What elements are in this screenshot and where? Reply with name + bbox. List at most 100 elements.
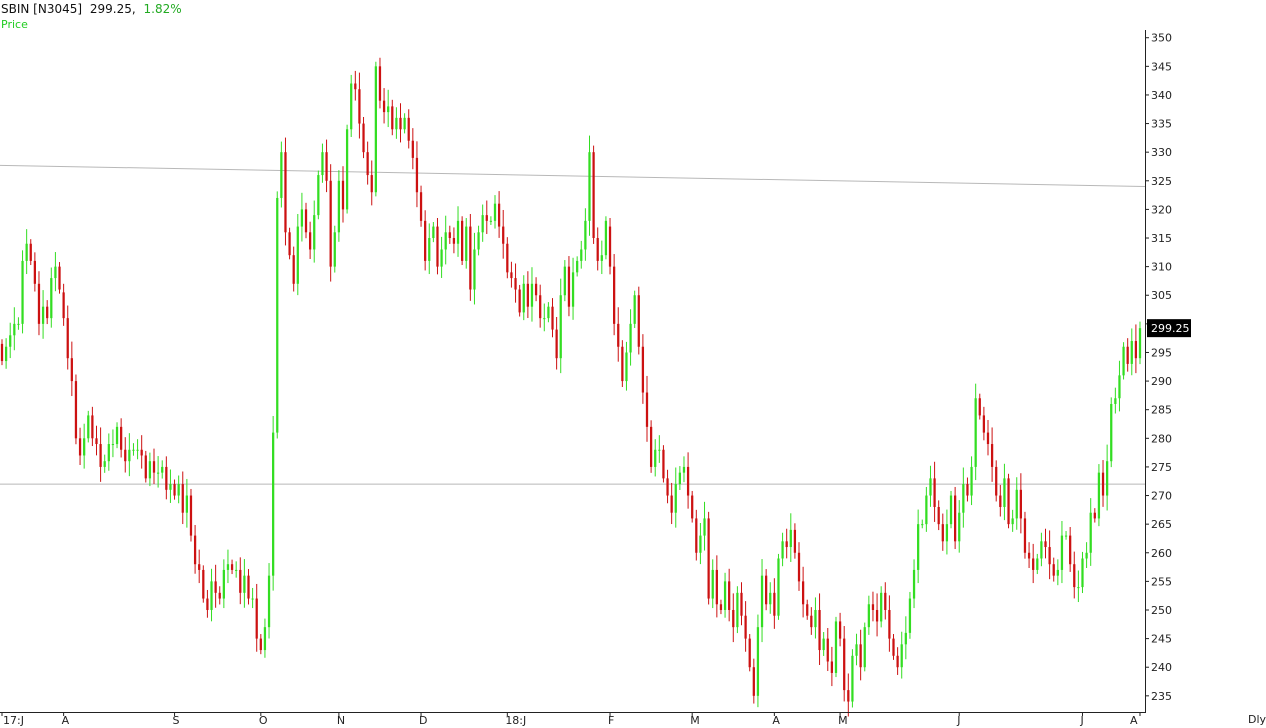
candle-body — [115, 426, 119, 445]
candle-body — [658, 449, 661, 451]
candle — [321, 143, 324, 183]
price-label: 299.25, — [89, 2, 136, 16]
candle-body — [382, 100, 386, 113]
x-tick-label: J — [1079, 714, 1083, 727]
candle-body — [970, 466, 973, 496]
candle — [1044, 528, 1047, 559]
candle-body — [695, 518, 698, 553]
candle-body — [502, 226, 505, 244]
candle-body — [818, 609, 821, 651]
candle-body — [884, 592, 887, 610]
candle — [674, 467, 677, 528]
candle-body — [699, 535, 702, 553]
candle-body — [1052, 564, 1055, 576]
candle-body — [1097, 472, 1101, 519]
candle-body — [1130, 341, 1133, 364]
candle — [970, 456, 973, 506]
candle — [723, 572, 727, 618]
candle-body — [982, 415, 986, 433]
candle — [571, 257, 575, 320]
candle-body — [124, 449, 127, 462]
periodicity-label[interactable]: Dly — [1248, 713, 1266, 726]
candle — [140, 435, 143, 469]
candle — [1064, 531, 1068, 540]
candle-body — [917, 524, 920, 570]
candle — [366, 141, 369, 185]
candle — [276, 191, 279, 439]
candle-body — [403, 117, 406, 130]
candle — [317, 170, 320, 220]
candle — [111, 429, 115, 458]
candle — [263, 618, 267, 658]
candle — [296, 213, 299, 296]
candle-body — [518, 289, 521, 313]
candle — [555, 316, 558, 370]
candle — [58, 262, 61, 294]
candle — [1073, 551, 1076, 599]
candle-body — [1056, 569, 1059, 576]
candle-body — [621, 346, 624, 382]
candle — [625, 341, 628, 391]
candle — [1110, 397, 1113, 468]
candle-body — [206, 598, 209, 610]
candle-body — [1106, 461, 1109, 496]
candle-body — [493, 203, 497, 221]
candle-body — [317, 175, 320, 216]
candle — [1069, 527, 1072, 572]
candle — [329, 164, 332, 282]
y-tick-label: 295 — [1151, 346, 1172, 359]
candle — [1101, 460, 1105, 507]
candle — [953, 486, 957, 550]
candle-body — [830, 661, 834, 673]
candle-body — [362, 123, 365, 153]
candle-body — [489, 220, 493, 222]
candle-body — [156, 472, 160, 474]
candle-body — [588, 152, 591, 221]
candle — [806, 599, 809, 620]
candle-body — [140, 449, 143, 456]
candle-body — [25, 243, 28, 261]
candle — [580, 240, 583, 269]
candle-body — [576, 260, 579, 273]
candle-body — [1126, 346, 1129, 364]
candle — [419, 185, 423, 227]
candle — [247, 569, 250, 605]
candle-body — [247, 575, 250, 599]
candle — [666, 469, 669, 504]
candle — [801, 566, 805, 618]
candle-body — [962, 484, 965, 513]
candle-body — [202, 569, 205, 599]
candle — [793, 523, 797, 559]
candle — [1052, 557, 1055, 582]
candle-body — [941, 524, 944, 542]
candle — [452, 227, 456, 254]
candle-body — [87, 415, 90, 439]
candle-body — [99, 444, 102, 467]
candle — [50, 267, 53, 328]
y-tick-label: 275 — [1151, 461, 1172, 474]
candle-body — [1019, 489, 1022, 519]
candle-body — [226, 564, 230, 570]
candle-body — [600, 255, 603, 261]
x-tick-label: J — [956, 714, 960, 727]
candle-body — [452, 238, 456, 244]
candle — [551, 298, 554, 338]
candle-body — [847, 690, 850, 702]
candle — [267, 563, 271, 639]
candle — [152, 448, 156, 484]
candle — [1093, 508, 1096, 523]
candle-body — [239, 569, 242, 593]
candle-body — [814, 609, 817, 628]
x-tick-label: N — [337, 714, 345, 727]
candle-body — [313, 215, 316, 250]
candle — [115, 422, 119, 449]
candle — [300, 192, 304, 242]
candle-body — [243, 575, 246, 593]
candle — [921, 519, 924, 529]
candle — [1040, 532, 1043, 567]
candle-body — [276, 197, 279, 433]
candle-body — [571, 272, 575, 307]
candle — [830, 646, 834, 687]
candle — [1032, 543, 1035, 584]
